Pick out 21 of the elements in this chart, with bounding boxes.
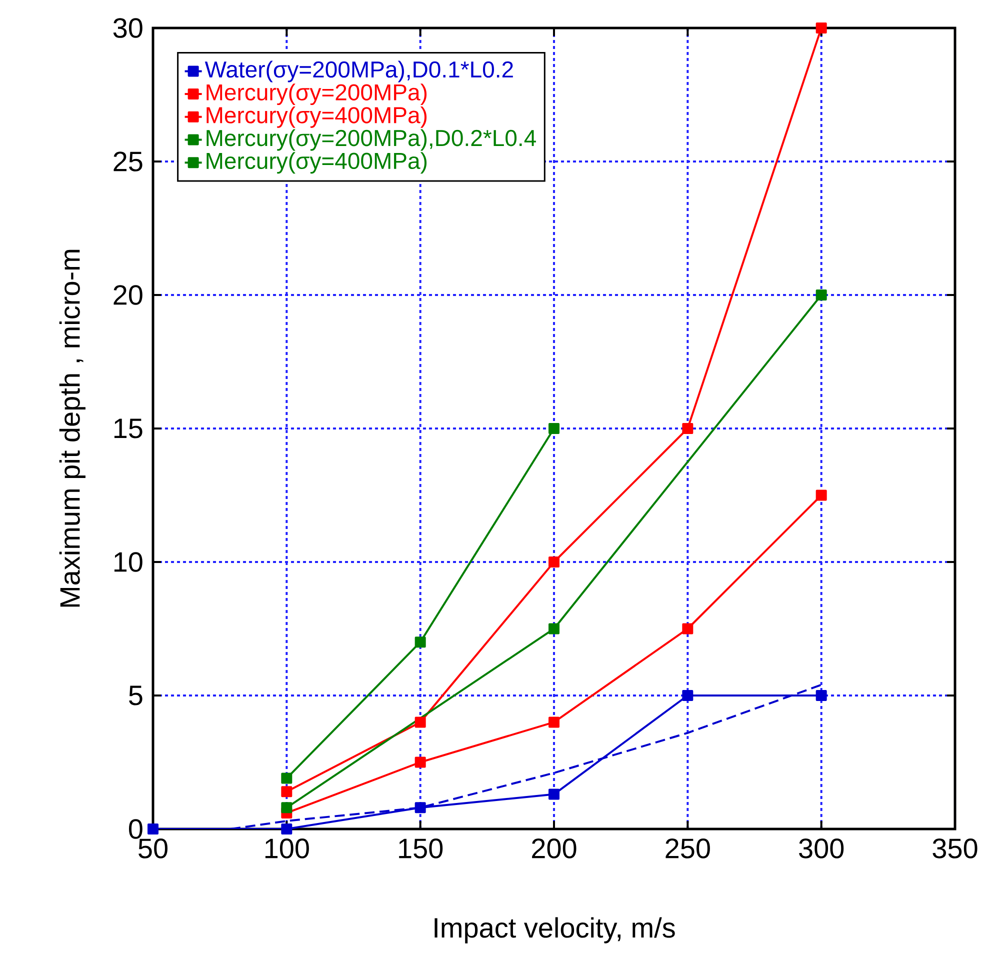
x-tick-label: 250	[666, 838, 710, 858]
x-tick-label: 100	[265, 838, 309, 858]
legend-label: Mercury(σy=400MPa)	[206, 106, 427, 128]
y-tick-label: 10	[114, 552, 142, 572]
x-tick-label: 150	[399, 838, 443, 858]
legend-label: Mercury(σy=200MPa)	[206, 84, 427, 106]
y-axis-title: Maximum pit depth , micro-m	[59, 250, 86, 607]
x-tick-label: 300	[799, 838, 844, 858]
x-tick-label: 50	[138, 838, 168, 858]
legend-label: Water(σy=200MPa),D0.1*L0.2	[204, 60, 513, 82]
y-tick-label: 30	[113, 18, 142, 38]
y-tick-label: 5	[129, 686, 142, 706]
x-tick-label: 200	[532, 838, 576, 858]
x-tick-label: 350	[932, 838, 978, 858]
x-axis-title: Impact velocity, m/s	[434, 917, 675, 944]
y-tick-label: 20	[114, 285, 142, 305]
y-tick-label: 25	[114, 152, 142, 172]
y-tick-label: 0	[128, 819, 142, 839]
legend-label: Mercury(σy=200MPa),D0.2*L0.4	[206, 129, 536, 151]
legend-label: Mercury(σy=400MPa)	[206, 152, 427, 174]
y-tick-label: 15	[114, 418, 142, 438]
